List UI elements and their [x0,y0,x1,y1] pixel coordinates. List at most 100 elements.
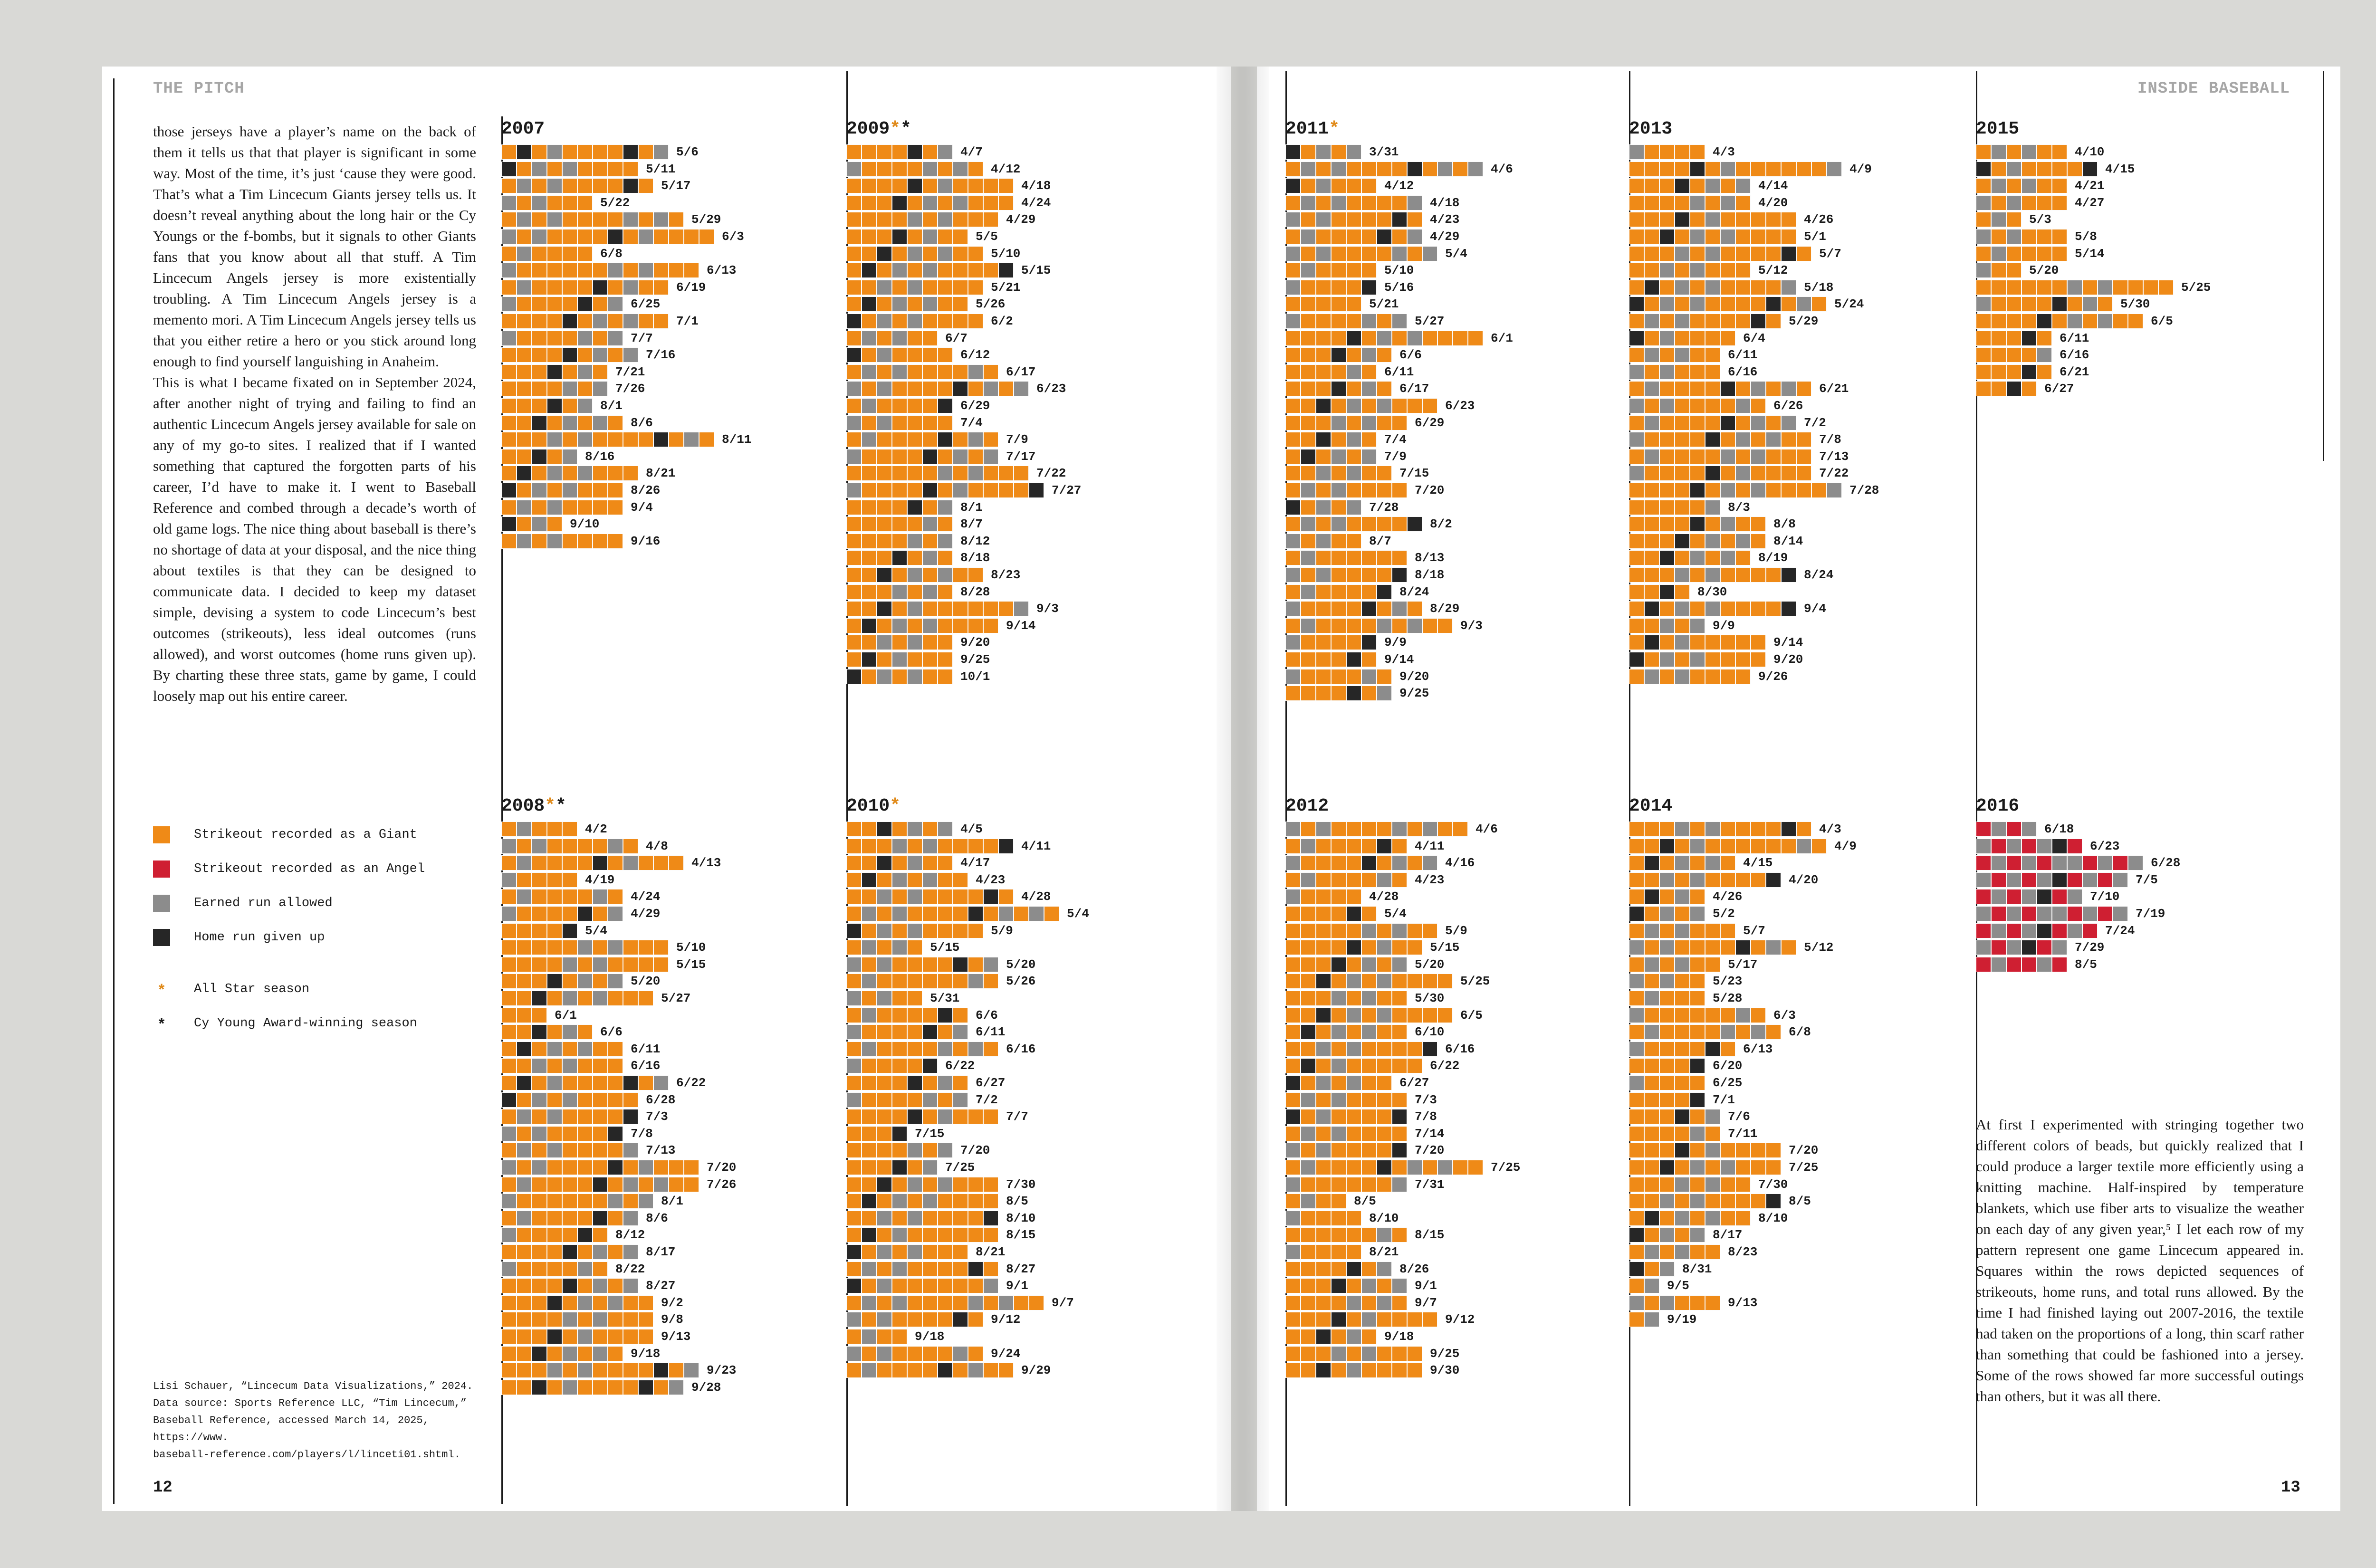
game-row [1976,855,2143,870]
game-cell [1690,364,1705,380]
game-row [501,855,684,870]
game-cell [953,162,968,177]
game-cell [892,669,907,684]
game-cell [501,1262,517,1277]
game-cell [862,1024,877,1040]
game-cell [1453,162,1468,177]
game-cell [593,212,608,227]
game-cell [938,314,953,329]
game-cell [593,855,608,870]
game-cell [1781,229,1796,244]
game-cell [846,906,862,921]
game-cell [953,364,968,380]
game-cell [892,1227,907,1243]
game-cell [1285,635,1301,650]
game-cell [877,957,892,972]
game-cell [1644,449,1659,464]
game-date-label: 8/1 [661,1194,683,1208]
column-rule-2 [846,71,848,1506]
game-cell [846,331,862,346]
game-cell [562,398,577,413]
game-cell [1316,1346,1331,1361]
game-row [846,331,938,346]
game-cell [862,1058,877,1073]
game-cell [953,1363,968,1378]
game-row [501,398,593,413]
game-cell [562,1295,577,1310]
game-cell [1407,398,1422,413]
game-cell [593,500,608,515]
game-cell [669,1363,684,1378]
game-cell [862,449,877,464]
game-cell [1331,1143,1346,1158]
game-cell [877,212,892,227]
game-cell [1437,162,1453,177]
game-cell [501,415,517,430]
game-cell [1705,1042,1720,1057]
right-body-text: At first I experimented with stringing t… [1976,1116,2304,1405]
game-date-label: 8/24 [1804,568,1834,582]
game-cell [638,991,653,1006]
game-cell [1629,178,1644,193]
game-cell [1690,1126,1705,1141]
game-cell [608,1346,623,1361]
game-cell [922,1244,938,1260]
game-cell [938,1262,953,1277]
game-cell [1407,1346,1422,1361]
game-cell [1690,195,1705,210]
game-cell [1705,669,1720,684]
game-row [1629,1177,1751,1192]
game-cell [1316,162,1331,177]
game-cell [1675,516,1690,532]
game-cell [1407,940,1422,955]
game-cell [577,534,593,549]
game-cell [1285,1295,1301,1310]
game-cell [846,1058,862,1073]
game-cell [877,449,892,464]
game-cell [1316,1211,1331,1226]
game-cell [1705,296,1720,312]
game-cell [2082,906,2098,921]
game-date-label: 8/11 [722,432,752,447]
left-page-number: 12 [153,1479,172,1497]
game-row [846,314,983,329]
game-cell [547,212,562,227]
game-cell [1392,415,1407,430]
game-cell [968,1262,983,1277]
game-cell [1331,669,1346,684]
game-cell [562,195,577,210]
game-cell [1331,1024,1346,1040]
game-cell [892,347,907,363]
game-cell [1316,1075,1331,1090]
game-cell [983,1211,998,1226]
game-cell [1629,957,1644,972]
game-cell [562,1177,577,1192]
game-cell [877,144,892,160]
game-cell [1659,1042,1675,1057]
game-cell [1976,331,1991,346]
game-cell [1407,1160,1422,1175]
game-cell [1377,822,1392,837]
game-cell [1377,1262,1392,1277]
game-cell [1811,296,1827,312]
game-cell [1285,1211,1301,1226]
game-cell [1796,162,1811,177]
game-cell [1316,1024,1331,1040]
game-cell [1301,483,1316,498]
game-cell [907,331,922,346]
left-page [102,67,1231,1511]
game-cell [1392,483,1407,498]
game-cell [608,212,623,227]
game-cell [862,567,877,583]
game-cell [922,822,938,837]
game-cell [1331,822,1346,837]
game-date-label: 5/1 [1804,229,1826,244]
game-cell [547,1278,562,1293]
game-cell [1377,1160,1392,1175]
game-row [1976,923,2098,938]
game-row [1629,280,1796,295]
game-cell [1377,991,1392,1006]
game-row [501,314,669,329]
game-cell [846,1042,862,1057]
game-cell [1301,296,1316,312]
